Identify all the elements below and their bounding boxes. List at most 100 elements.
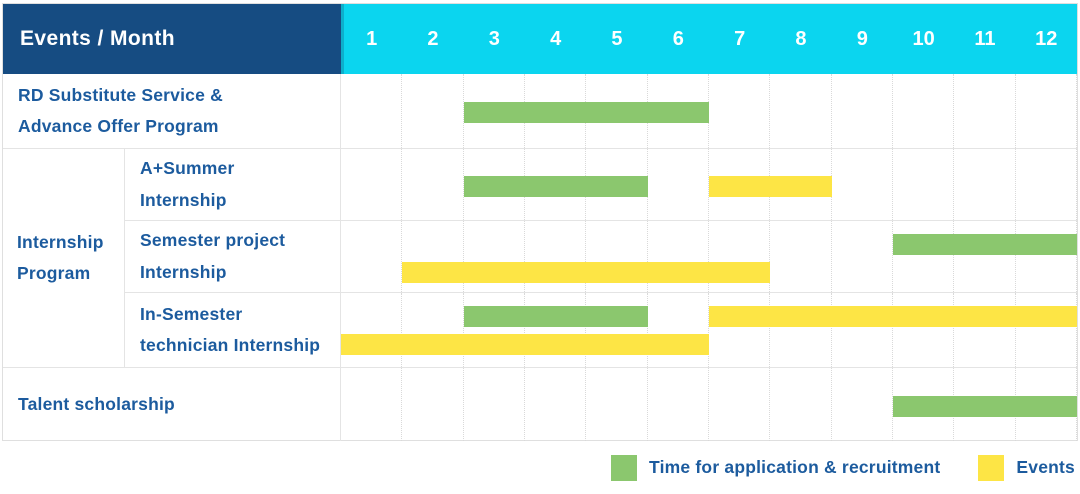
month-grid-cell (709, 368, 771, 441)
month-grid-cell (832, 368, 893, 441)
event-bar (341, 334, 709, 355)
legend-label-events: Events (1016, 457, 1075, 477)
month-header-cell: 6 (672, 27, 684, 50)
month-grid-cell (1016, 221, 1077, 292)
month-header-row: 1 2 3 4 5 6 7 8 9 10 11 12 (341, 4, 1077, 74)
application-bar (463, 306, 648, 327)
month-grid-cell (402, 74, 464, 148)
month-grid-cell (648, 221, 709, 292)
event-bar (402, 262, 771, 283)
month-grid-cell (709, 74, 771, 148)
month-grid-cell (1016, 74, 1077, 148)
legend-label-application: Time for application & recruitment (649, 457, 941, 477)
application-bar (463, 175, 648, 197)
month-header-cell: 8 (795, 27, 807, 50)
group-label-internship-program: Internship Program (3, 149, 125, 367)
month-header-cell: 12 (1035, 27, 1058, 50)
table-header-row: Events / Month 1 2 3 4 5 6 7 8 9 10 11 12 (3, 4, 1077, 74)
month-header-cell: 5 (611, 27, 623, 50)
month-grid-cell (525, 221, 587, 292)
month-grid-cell (709, 221, 771, 292)
month-grid-cell (464, 293, 525, 367)
month-grid-cell (586, 293, 648, 367)
row-label-semester-project: Semester project Internship (125, 221, 341, 292)
month-header-cell: 3 (488, 27, 500, 50)
month-grid-cell (893, 74, 955, 148)
month-grid-cell (832, 74, 893, 148)
month-grid-cell (341, 149, 403, 220)
month-grid-cell (832, 149, 893, 220)
month-header-cell: 1 (366, 27, 378, 50)
month-header-cell: 11 (974, 27, 996, 50)
month-header-cell: 7 (734, 27, 746, 50)
month-grid-cell (893, 293, 955, 367)
table-row-rd-substitute: RD Substitute Service & Advance Offer Pr… (3, 74, 1077, 149)
month-grid-cell (954, 74, 1016, 148)
application-bar (893, 395, 1077, 417)
row-label-talent-scholarship: Talent scholarship (3, 368, 341, 441)
events-swatch-icon (978, 454, 1005, 481)
month-grid-cell (770, 221, 832, 292)
month-grid-cell (893, 221, 955, 292)
month-grid-cell (770, 293, 832, 367)
month-grid-cell (648, 368, 709, 441)
month-grid-cell (954, 221, 1016, 292)
event-bar (709, 306, 1077, 327)
month-grid-cell (770, 74, 832, 148)
month-grid-cell (832, 221, 893, 292)
row-label-in-semester-technician: In-Semester technician Internship (125, 293, 341, 367)
table-row-semester-project: Semester project Internship (125, 221, 1077, 293)
table-row-a-plus-summer: A+Summer Internship (125, 149, 1077, 221)
month-grid-cell (1016, 293, 1077, 367)
month-grid-cell (709, 293, 771, 367)
row-label-a-plus-summer: A+Summer Internship (125, 149, 341, 220)
table-title: Events / Month (3, 4, 341, 74)
month-header-cell: 10 (912, 27, 935, 50)
month-grid-cell (402, 293, 464, 367)
month-grid-cell (464, 221, 525, 292)
month-grid-cell (525, 368, 587, 441)
timeline-a-plus-summer (341, 149, 1077, 220)
row-label-rd-substitute: RD Substitute Service & Advance Offer Pr… (3, 74, 341, 148)
month-grid-cell (341, 368, 403, 441)
event-bar (709, 175, 832, 197)
events-table: Events / Month 1 2 3 4 5 6 7 8 9 10 11 12 RD Substi… (2, 3, 1078, 441)
legend-item-events: Events (978, 454, 1075, 481)
timeline-in-semester-technician (341, 293, 1077, 367)
month-grid-cell (586, 221, 648, 292)
month-grid-cell (648, 293, 709, 367)
legend-item-application: Time for application & recruitment (611, 454, 941, 481)
month-header-cell: 4 (550, 27, 562, 50)
group-body-internship-program: A+Summer Internship Semester project Int… (125, 149, 1077, 367)
timeline-semester-project (341, 221, 1077, 292)
timeline-talent-scholarship (341, 368, 1077, 441)
month-grid-cell (341, 293, 403, 367)
application-bar (893, 234, 1077, 255)
month-grid-cell (341, 74, 403, 148)
table-body: RD Substitute Service & Advance Offer Pr… (3, 74, 1077, 441)
month-grid-cell (402, 368, 464, 441)
month-header-cell: 2 (427, 27, 439, 50)
table-row-in-semester-technician: In-Semester technician Internship (125, 293, 1077, 367)
month-grid-cell (464, 368, 525, 441)
month-header-cell: 9 (856, 27, 868, 50)
month-grid-cell (770, 368, 832, 441)
month-grid-cell (586, 368, 648, 441)
application-bar (463, 102, 709, 123)
month-grid-cell (893, 149, 955, 220)
timeline-rd-substitute (341, 74, 1077, 148)
month-grid-cell (954, 293, 1016, 367)
month-grid-cell (525, 293, 587, 367)
month-grid-cell (1016, 149, 1077, 220)
month-grid-cell (832, 293, 893, 367)
application-swatch-icon (611, 454, 638, 481)
month-grid-cell (341, 221, 403, 292)
month-grid-cell (648, 149, 709, 220)
table-group-internship-program: Internship Program A+Summer Internship S… (3, 149, 1077, 368)
month-grid-cell (402, 149, 464, 220)
month-grid-cell (954, 149, 1016, 220)
month-grid-cell (402, 221, 464, 292)
table-row-talent-scholarship: Talent scholarship (3, 368, 1077, 441)
legend: Time for application & recruitment Event… (0, 441, 1080, 494)
